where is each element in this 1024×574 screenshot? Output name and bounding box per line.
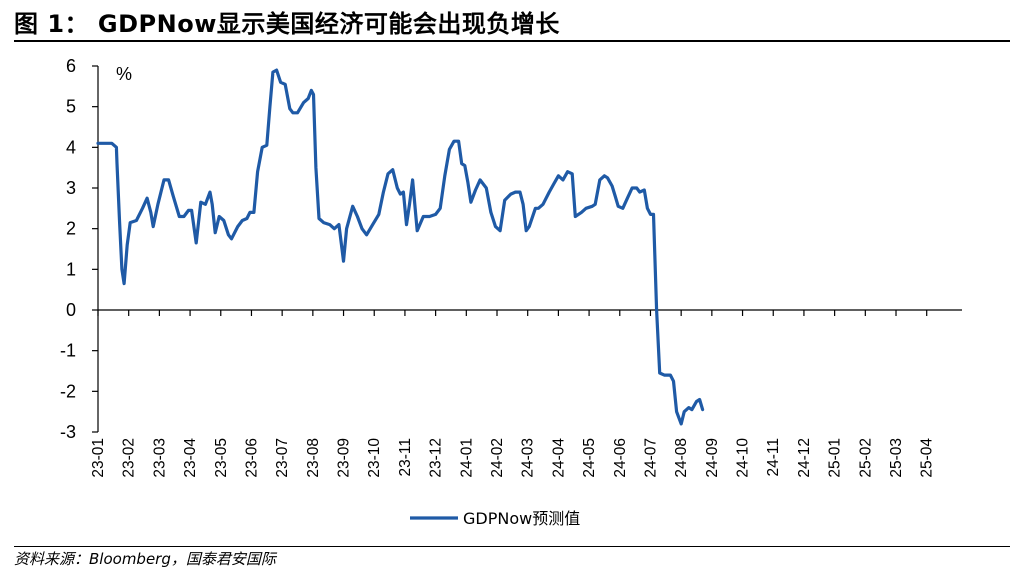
series-layer	[96, 68, 705, 426]
y-tick-label: 6	[66, 56, 76, 76]
y-tick-label: -3	[60, 422, 76, 442]
x-tick-label: 24-11	[765, 438, 782, 477]
x-tick-label: 23-11	[397, 438, 414, 477]
footer-divider	[14, 546, 1010, 547]
x-tick-label: 25-04	[919, 438, 936, 478]
x-tick-label: 23-01	[90, 438, 107, 478]
y-tick-label: 4	[66, 137, 76, 157]
y-tick-label: 2	[66, 219, 76, 239]
y-unit-label: %	[116, 64, 132, 84]
x-tick-label: 24-01	[458, 438, 475, 478]
title-divider	[14, 40, 1010, 42]
figure-title: 图 1： GDPNow显示美国经济可能会出现负增长	[14, 10, 560, 38]
x-tick-label: 24-06	[612, 438, 629, 478]
x-tick-label: 25-01	[827, 438, 844, 478]
series-line-0	[96, 68, 705, 426]
x-tick-label: 24-09	[704, 438, 721, 478]
y-tick-label: -1	[60, 341, 76, 361]
x-tick-label: 23-08	[305, 438, 322, 478]
x-tick-label: 23-04	[182, 438, 199, 478]
y-tick-label: 0	[66, 300, 76, 320]
legend-label: GDPNow预测值	[463, 509, 580, 528]
y-tick-label: 1	[66, 259, 76, 279]
x-tick-label: 24-08	[673, 438, 690, 478]
source-note: 资料来源：Bloomberg，国泰君安国际	[14, 550, 276, 568]
x-tick-label: 23-12	[428, 438, 445, 478]
x-tick-label: 23-07	[274, 438, 291, 478]
x-axis: 23-01 23-02 23-03 23-04 23-05 23-06 23-07 23-08…	[90, 309, 962, 478]
x-tick-label: 24-02	[489, 438, 506, 478]
x-tick-label: 23-10	[366, 438, 383, 478]
x-tick-label: 23-06	[243, 438, 260, 478]
x-tick-label: 24-10	[735, 438, 752, 478]
y-tick-label: 3	[66, 178, 76, 198]
x-tick-label: 25-03	[888, 438, 905, 478]
x-tick-label: 24-04	[550, 438, 567, 478]
x-tick-label: 23-02	[121, 438, 138, 478]
x-tick-label: 24-03	[520, 438, 537, 478]
y-axis: 6 5 4 3 2 1 0 -1 -2 -3	[60, 56, 99, 442]
x-tick-label: 25-02	[857, 438, 874, 478]
x-tick-label: 23-09	[336, 438, 353, 478]
legend: GDPNow预测值	[410, 509, 580, 528]
x-tick-label: 23-05	[213, 438, 230, 478]
x-tick-label: 24-07	[642, 438, 659, 478]
x-tick-label: 23-03	[151, 438, 168, 478]
y-tick-label: -2	[60, 381, 76, 401]
x-tick-label: 24-05	[581, 438, 598, 478]
y-tick-label: 5	[66, 97, 76, 117]
x-tick-label: 24-12	[796, 438, 813, 478]
